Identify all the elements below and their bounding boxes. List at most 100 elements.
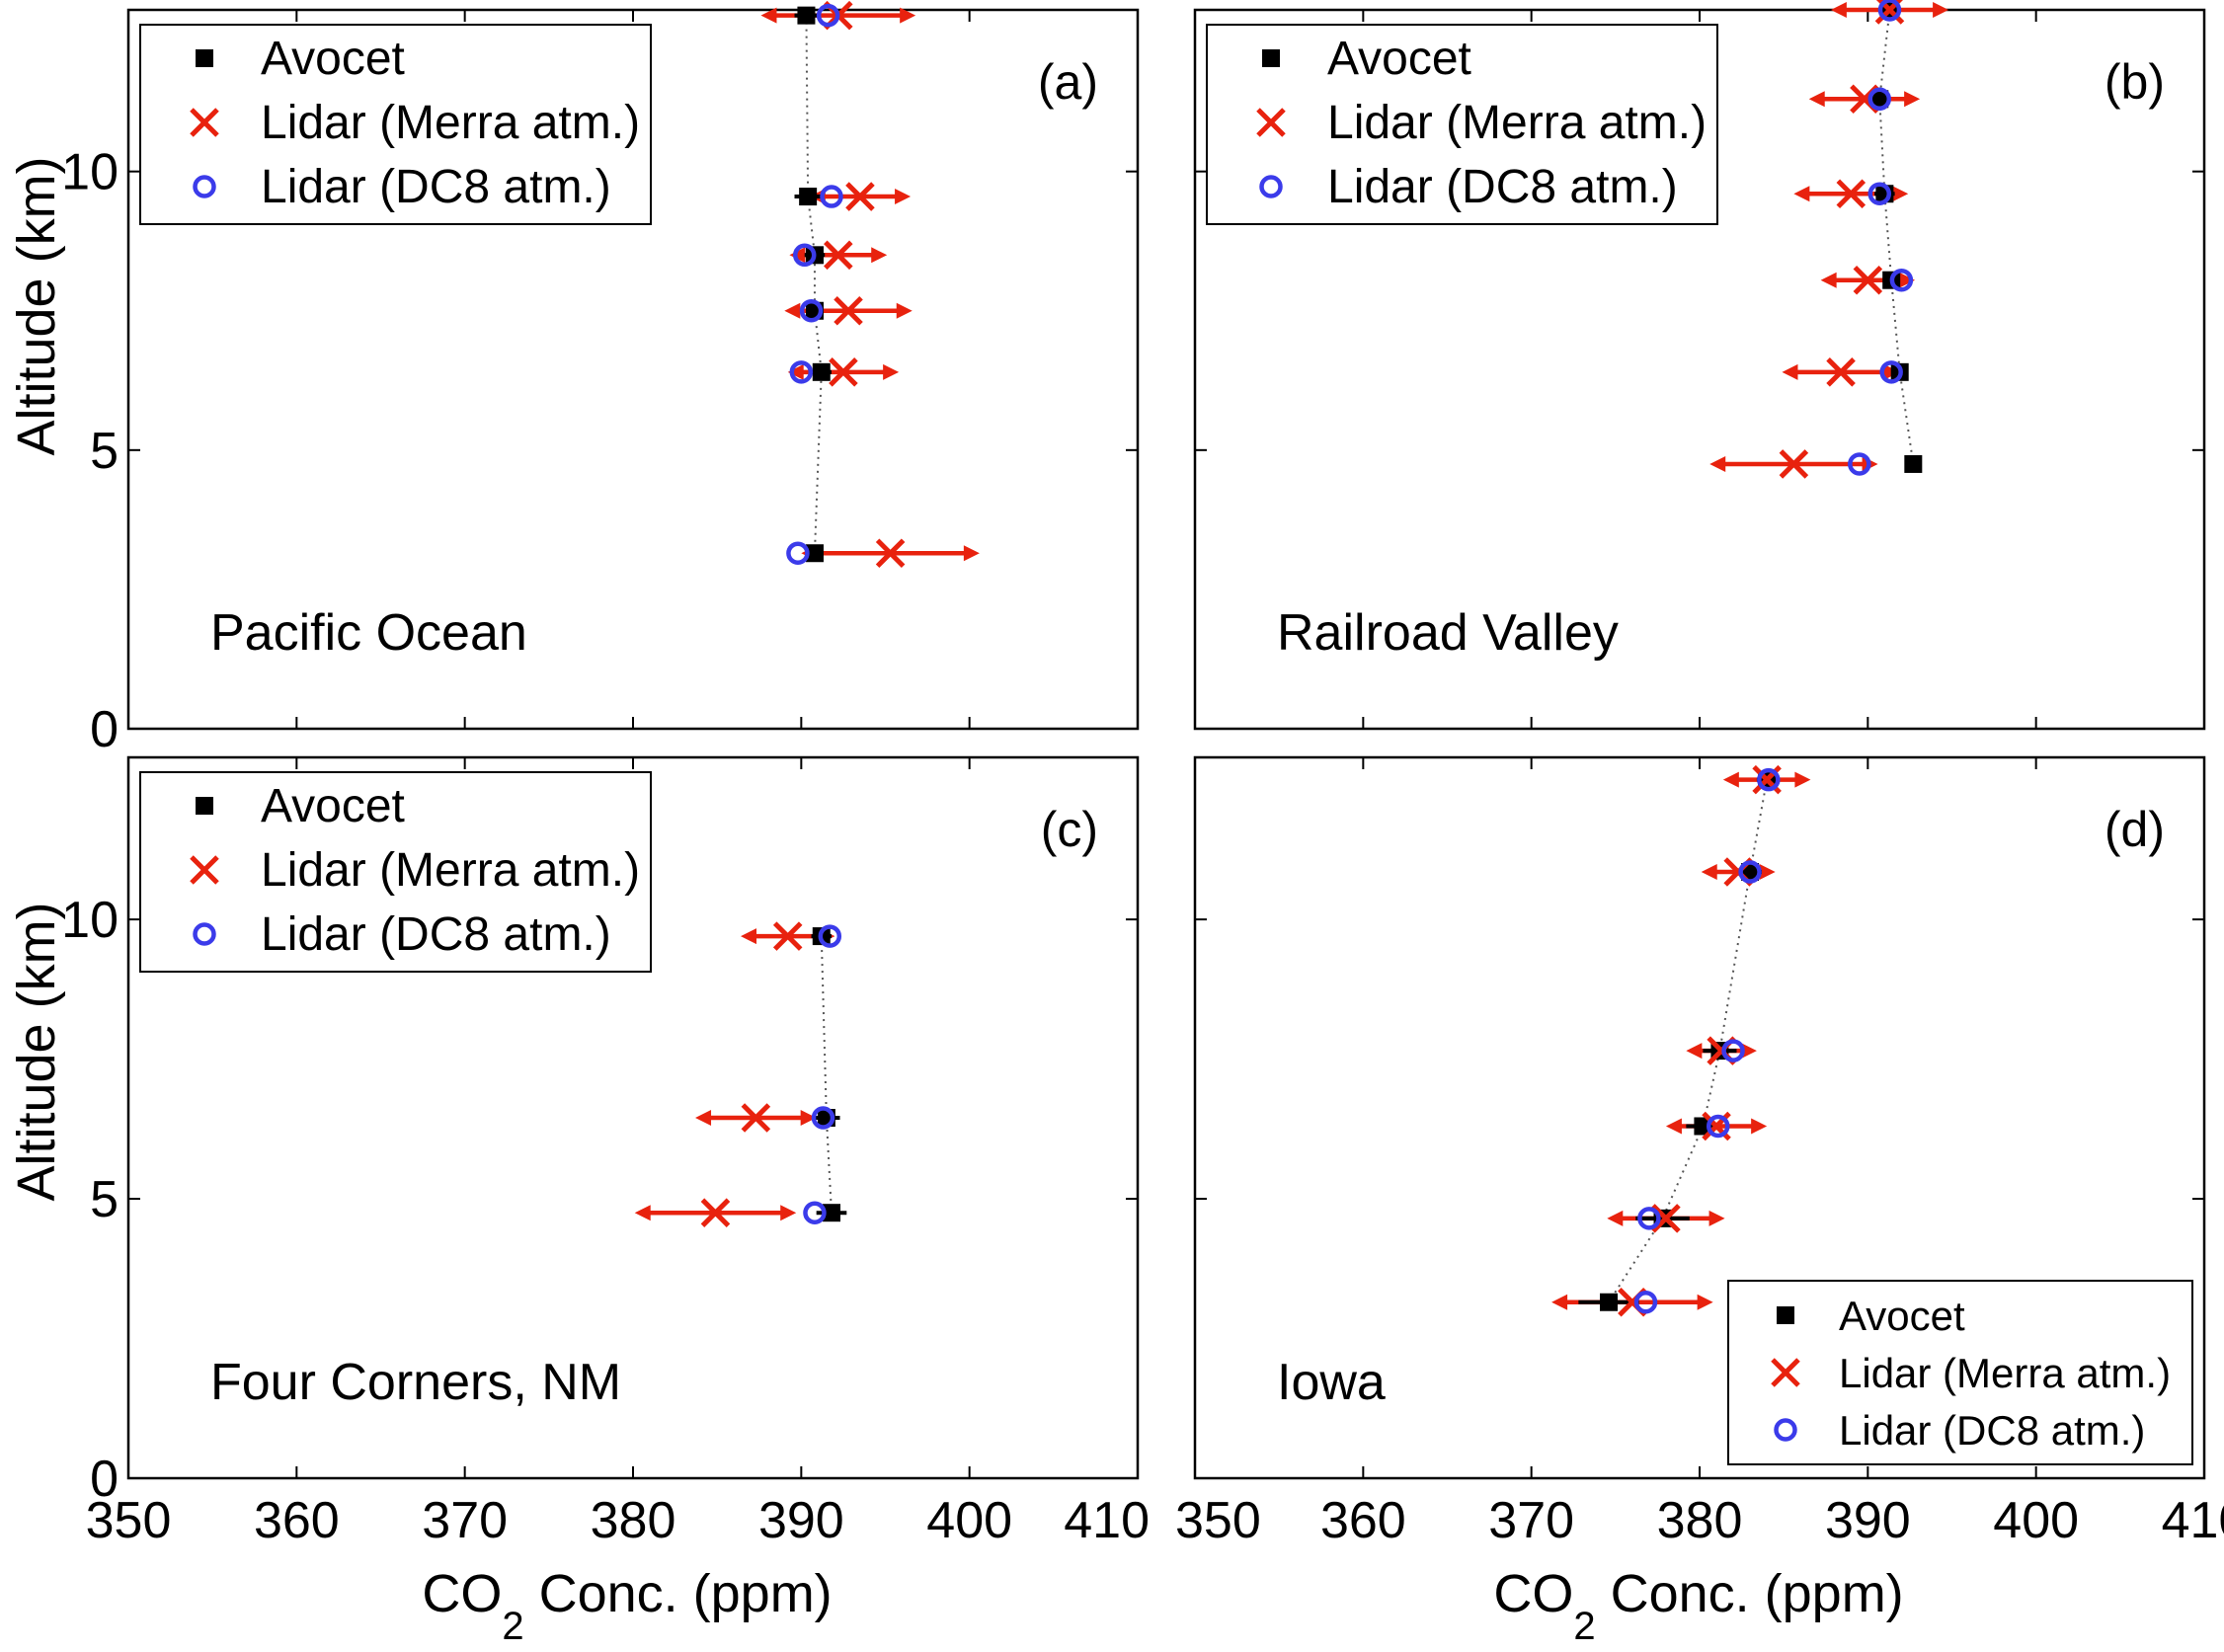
panel-a-series1-point-4 [829,357,858,387]
panel-c-legend: Avocet Lidar (Merra atm.) Lidar (DC8 atm.) [139,771,652,973]
panel-c-series1-point-0-stroke-b [772,921,803,951]
panel-a-avocet-connector [805,15,823,554]
panel-b-legend: Avocet Lidar (Merra atm.) Lidar (DC8 atm.) [1206,24,1718,225]
panel-b-series1-point-4 [1826,357,1856,387]
panel-a-legend-label-2: Lidar (DC8 atm.) [261,161,611,213]
panel-c-ytick-label-2: 10 [61,892,119,949]
y-axis-label-top: Altitude (km) [7,156,66,455]
panel-d-series1-errorbar-1-head-right [1759,864,1776,881]
panel-b-legend-label-0: Avocet [1327,33,1471,85]
panel-a-series1-point-5 [875,538,906,569]
panel-d-legend-label-2: Lidar (DC8 atm.) [1839,1407,2145,1454]
panel-a-ytick-label-1: 5 [90,423,119,480]
panel-a-series1-point-2 [824,240,853,271]
panel-b-legend-marker-1-stroke-b [1256,108,1286,137]
panel-b-series1-errorbar-3-head-right [1899,272,1916,288]
panel-c-xtick-label-3: 380 [591,1492,676,1549]
panel-d-xtick-label-0: 350 [1175,1492,1261,1549]
panel-c-series1-point-1-stroke-b [741,1103,771,1133]
panel-c-series1-point-2 [700,1198,731,1227]
panel-a-series2-point-0 [816,3,840,28]
panel-c-panel-letter: (c) [1041,802,1098,857]
panel-a-series1-errorbar-4-head-right [883,363,900,380]
panel-a-legend-label-0: Avocet [261,33,405,85]
panel-d-legend-box [1727,1280,2193,1465]
panel-a-series2-point-2 [792,243,817,268]
panel-b-series2-point-0 [1877,0,1902,22]
panel-a-legend-marker-1 [190,108,219,137]
panel-b-series1-point-5-stroke-b [1779,449,1809,479]
panel-d-legend-marker-2 [1774,1418,1797,1442]
panel-d-series1-errorbar-1-head-left [1701,864,1717,881]
panel-b-series0-point-1 [1870,90,1889,109]
panel-c-legend-marker-1 [190,855,219,885]
panel-d: 350 360 370 380 390 400 410 (d) Iowa Avocet Lidar … [1175,755,2224,1549]
panel-a-legend-marker-0 [196,49,213,67]
panel-d-series2-point-3 [1706,1114,1730,1139]
panel-d-series2-point-1 [1738,860,1762,884]
x-axis-label-right: CO2 Conc. (ppm) [1493,1564,1903,1648]
panel-d-legend-marker-0 [1777,1306,1794,1324]
panel-d-series2-point-2 [1721,1039,1745,1062]
panel-a-series1-point-3-stroke-b [834,295,863,326]
x-axis-label-right-rest: Conc. (ppm) [1596,1564,1904,1623]
panel-d-series1-errorbar-0-head-right [1794,771,1811,788]
panel-b-series1-errorbar-3-head-left [1820,272,1837,288]
x-axis-label-right-main: CO [1493,1564,1573,1623]
panel-d-xtick-label-1: 360 [1320,1492,1406,1549]
panel-c: 350 360 370 380 390 400 410 0 5 10 (c) Four Corners… [61,755,1150,1549]
panel-c-series2-point-2 [803,1201,827,1224]
panel-c-series2-point-1 [811,1106,835,1130]
panel-d-series1-errorbar-2-head-left [1686,1043,1703,1060]
panel-d-series1-errorbar-5-head-right [1697,1294,1713,1310]
panel-d-xtick-label-3: 380 [1657,1492,1743,1549]
panel-a-series0-point-4 [812,362,831,381]
panel-d-series0-point-5 [1600,1293,1619,1311]
panel-c-series1-errorbar-2-head-right [780,1205,797,1221]
panel-c-xtick-label-1: 360 [254,1492,340,1549]
panel-a-series1-point-3 [834,295,863,326]
panel-b-legend-marker-0 [1262,49,1280,67]
panel-b-series1-errorbar-0-head-left [1830,2,1847,18]
panel-c-series2-point-0 [818,924,842,948]
panel-a-series2-point-5 [786,541,810,565]
panel-b-series1-errorbar-1-head-left [1808,91,1825,108]
panel-c-series1-errorbar-1-head-right [800,1110,817,1126]
panel-d-panel-letter: (d) [2105,802,2165,857]
panel-b-series1-point-0-stroke-b [1874,0,1904,25]
panel-c-xtick-label-2: 370 [422,1492,508,1549]
x-axis-label-left-rest: Conc. (ppm) [524,1564,833,1623]
panel-d-series2-point-0 [1757,767,1781,792]
panel-b-series1-point-3 [1853,265,1883,295]
panel-b-avocet-connector [1878,9,1915,465]
panel-d-site-label: Iowa [1277,1354,1386,1411]
panel-a-series2-point-3 [799,298,824,323]
x-axis-label-left-main: CO [422,1564,502,1623]
panel-b-series2-point-2 [1867,182,1892,205]
panel-a-series1-errorbar-4-head-left [787,363,804,380]
panels-group: 0 5 10 (a) Pacific Ocean Avocet Lidar (Merra a… [61,0,2224,1549]
panel-d-legend-marker-1 [1771,1358,1800,1387]
panel-c-xtick-label-4: 390 [758,1492,844,1549]
panel-d-xtick-label-2: 370 [1488,1492,1574,1549]
panel-c-xtick-label-0: 350 [86,1492,172,1549]
panel-a-series2-point-4 [789,360,814,384]
panel-a-panel-letter: (a) [1038,54,1098,110]
panel-d-legend: Avocet Lidar (Merra atm.) Lidar (DC8 atm.) [1727,1280,2193,1465]
panel-a-series0-point-0 [797,6,816,25]
panel-a-series1-errorbar-0-head-left [760,7,777,24]
panel-c-legend-box [139,771,652,973]
panel-c-legend-label-0: Avocet [261,780,405,832]
panel-d-legend-label-1: Lidar (Merra atm.) [1839,1350,2171,1396]
panel-a-legend: Avocet Lidar (Merra atm.) Lidar (DC8 atm.) [139,24,652,225]
panel-a-series1-errorbar-0-head-right [900,7,916,24]
panel-d-series1-errorbar-4-head-left [1607,1210,1624,1226]
panel-d-series1-errorbar-3-head-left [1665,1118,1682,1135]
panel-d-xtick-label-6: 410 [2162,1492,2224,1549]
panel-c-legend-marker-2 [193,922,216,946]
panel-d-xtick-label-5: 400 [1993,1492,2079,1549]
panel-a-site-label: Pacific Ocean [210,604,527,662]
panel-b-series1-errorbar-4-head-left [1782,363,1798,380]
panel-b-series1-point-3-stroke-b [1853,265,1883,295]
